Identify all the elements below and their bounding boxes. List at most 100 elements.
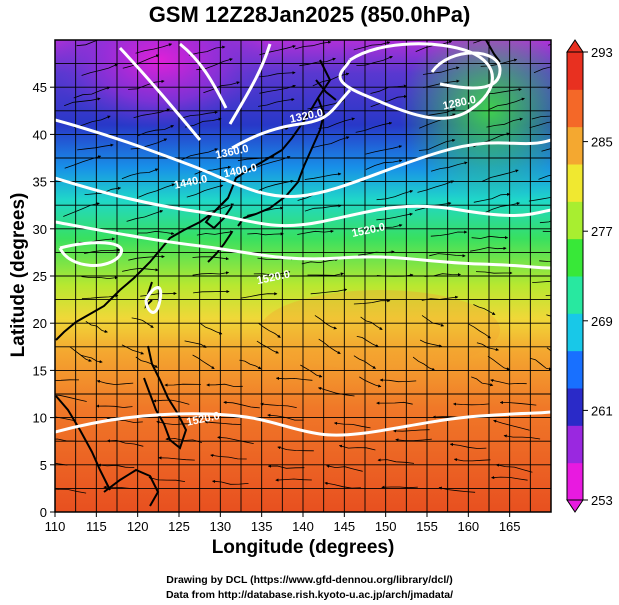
streamline xyxy=(81,276,119,280)
streamline xyxy=(473,304,496,315)
streamline xyxy=(438,486,476,493)
streamline xyxy=(528,196,551,202)
streamline xyxy=(121,168,159,180)
streamline xyxy=(487,355,511,371)
y-tick-label: 45 xyxy=(33,80,47,95)
streamline xyxy=(193,289,230,294)
streamline xyxy=(393,429,430,433)
streamline xyxy=(122,54,160,69)
streamline xyxy=(473,40,487,44)
streamline xyxy=(482,169,519,182)
streamline xyxy=(186,184,224,198)
streamline xyxy=(185,117,222,128)
streamline xyxy=(532,280,551,283)
colorbar-segment xyxy=(567,238,583,277)
streamline xyxy=(475,271,513,275)
streamline xyxy=(539,260,551,262)
streamline xyxy=(257,179,294,192)
streamline xyxy=(356,55,393,66)
streamline xyxy=(223,400,260,409)
colorbar-tick-label: 285 xyxy=(591,135,613,150)
streamline xyxy=(412,356,436,371)
streamline xyxy=(239,359,262,370)
map-title: GSM 12Z28Jan2025 (850.0hPa) xyxy=(148,2,471,27)
streamline xyxy=(211,479,249,485)
streamline xyxy=(256,340,279,354)
colorbar-segment xyxy=(567,462,583,501)
y-axis-ticks: 0 5 10 15 20 25 30 35 40 45 xyxy=(33,80,55,520)
streamline xyxy=(473,192,511,203)
streamline xyxy=(529,357,551,371)
streamline xyxy=(55,488,87,494)
streamline xyxy=(353,41,391,51)
streamline xyxy=(137,125,174,137)
streamline xyxy=(130,138,168,150)
streamline xyxy=(55,379,80,381)
colorbar-tick-label: 261 xyxy=(591,403,613,418)
streamline xyxy=(63,202,100,217)
y-tick-label: 5 xyxy=(40,458,47,473)
streamline xyxy=(538,174,551,180)
streamline xyxy=(95,404,133,408)
streamline xyxy=(152,399,190,405)
streamline xyxy=(453,458,491,462)
x-tick-label: 140 xyxy=(292,519,314,534)
colorbar-tick-label: 293 xyxy=(591,45,613,60)
streamline xyxy=(81,63,119,76)
x-tick-label: 120 xyxy=(127,519,149,534)
streamline xyxy=(55,416,74,421)
streamline xyxy=(429,253,466,258)
streamline xyxy=(80,354,103,364)
streamline xyxy=(495,463,533,473)
y-tick-label: 25 xyxy=(33,269,47,284)
streamline xyxy=(258,323,281,338)
streamline xyxy=(138,183,176,198)
streamline xyxy=(430,230,468,237)
colorbar-min-arrow xyxy=(566,499,584,513)
streamline xyxy=(81,294,119,299)
streamline xyxy=(430,161,468,172)
x-tick-label: 110 xyxy=(45,519,66,534)
streamline xyxy=(137,230,175,235)
streamline xyxy=(476,342,500,352)
x-tick-label: 130 xyxy=(209,519,231,534)
streamline xyxy=(370,94,408,108)
streamline xyxy=(188,45,226,56)
streamline xyxy=(379,378,417,383)
streamline xyxy=(304,204,342,212)
streamline xyxy=(69,346,92,362)
credit-data: Data from http://database.rish.kyoto-u.a… xyxy=(165,589,454,601)
streamline xyxy=(533,66,551,74)
x-tick-label: 145 xyxy=(333,519,355,534)
streamline xyxy=(418,138,456,151)
colorbar-segment xyxy=(567,276,583,314)
colorbar-segment xyxy=(567,388,583,426)
y-tick-label: 0 xyxy=(40,505,47,520)
streamline xyxy=(55,462,68,466)
streamline xyxy=(312,136,350,148)
streamline xyxy=(267,464,305,469)
streamline xyxy=(546,314,551,317)
streamline xyxy=(338,444,376,451)
streamline xyxy=(483,202,521,214)
credit-drawing: Drawing by DCL (https://www.gfd-dennou.o… xyxy=(166,574,453,586)
x-tick-label: 150 xyxy=(375,519,397,534)
streamline xyxy=(135,43,173,54)
streamline xyxy=(310,288,348,295)
streamline xyxy=(206,383,243,387)
streamline xyxy=(452,402,490,406)
streamline xyxy=(317,387,355,397)
streamline xyxy=(419,339,443,348)
y-tick-label: 15 xyxy=(33,363,47,378)
streamline xyxy=(360,316,383,330)
streamline xyxy=(192,354,215,370)
streamline xyxy=(73,86,111,99)
streamline xyxy=(304,172,342,180)
streamline xyxy=(277,446,314,452)
x-tick-label: 155 xyxy=(416,519,438,534)
x-tick-label: 160 xyxy=(457,519,479,534)
streamline xyxy=(194,165,232,175)
streamline xyxy=(131,317,154,328)
streamline xyxy=(490,378,527,385)
colorbar-segment xyxy=(567,164,583,202)
